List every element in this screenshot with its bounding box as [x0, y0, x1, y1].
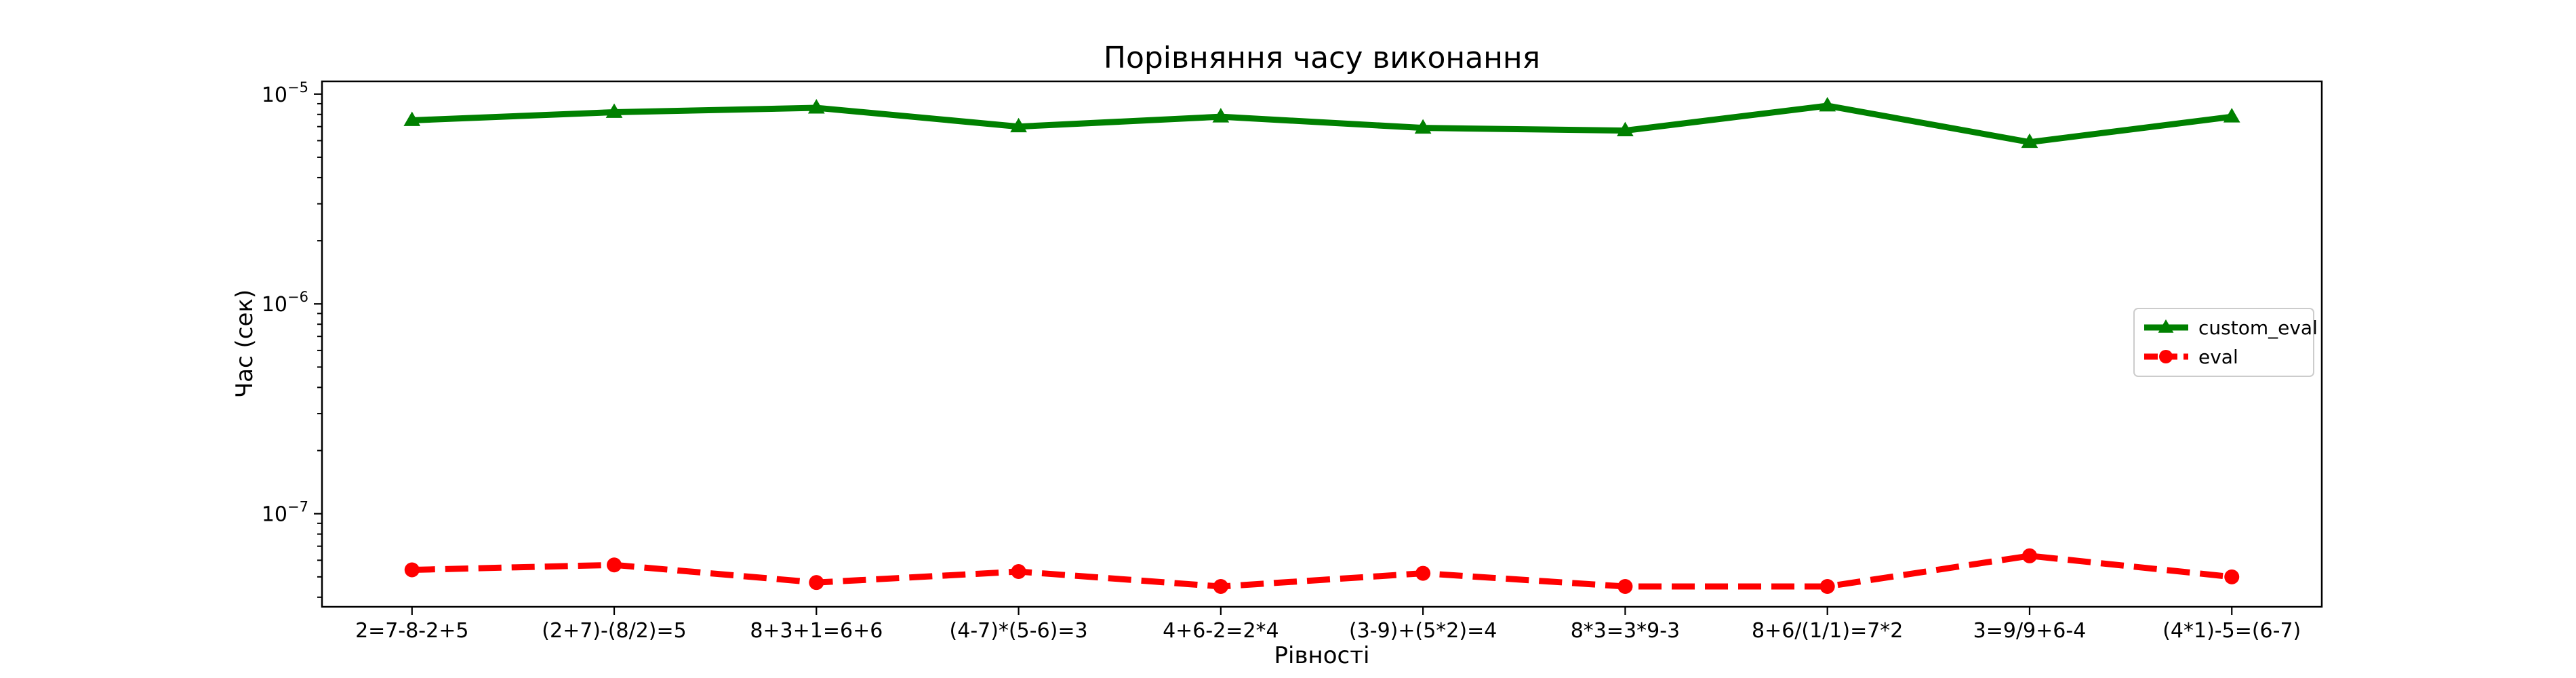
- x-tick-label: (3-9)+(5*2)=4: [1349, 619, 1497, 643]
- data-point-eval: [1415, 565, 1431, 581]
- data-point-eval: [1819, 579, 1835, 595]
- data-point-custom_eval: [2223, 108, 2240, 123]
- x-tick-label: (2+7)-(8/2)=5: [542, 619, 686, 643]
- x-tick-label: 2=7-8-2+5: [355, 619, 468, 643]
- data-point-eval: [2021, 548, 2037, 563]
- x-tick-label: (4*1)-5=(6-7): [2162, 619, 2301, 643]
- y-tick-label: 10−5: [262, 79, 308, 107]
- legend-marker-custom_eval: [2158, 319, 2174, 333]
- chart-title: Порівняння часу виконання: [1104, 41, 1540, 75]
- y-tick-label: 10−7: [262, 499, 308, 527]
- series-line-eval: [411, 553, 2232, 590]
- legend-marker-eval: [2159, 350, 2173, 363]
- data-point-eval: [404, 562, 420, 578]
- y-axis-label: Час (сек): [231, 290, 258, 398]
- data-point-eval: [1213, 579, 1228, 595]
- data-point-custom_eval: [605, 103, 623, 118]
- data-point-custom_eval: [403, 111, 421, 126]
- data-point-custom_eval: [1617, 121, 1634, 137]
- data-point-eval: [1617, 579, 1633, 595]
- x-tick-label: 3=9/9+6-4: [1973, 619, 2087, 643]
- data-point-custom_eval: [1010, 117, 1027, 133]
- series-line-custom_eval: [411, 102, 2232, 146]
- data-point-custom_eval: [1414, 119, 1432, 134]
- data-point-eval: [809, 575, 824, 591]
- x-axis-label: Рівності: [1274, 642, 1370, 669]
- x-tick-label: 4+6-2=2*4: [1163, 619, 1279, 643]
- x-tick-label: 8*3=3*9-3: [1571, 619, 1680, 643]
- data-point-custom_eval: [807, 99, 825, 114]
- data-point-custom_eval: [1819, 96, 1836, 112]
- data-point-eval: [1011, 564, 1026, 580]
- data-point-custom_eval: [1212, 108, 1230, 123]
- y-tick-label: 10−6: [262, 289, 308, 317]
- plot-area: [403, 96, 2240, 595]
- x-tick-label: (4-7)*(5-6)=3: [950, 619, 1088, 643]
- data-point-eval: [2224, 569, 2240, 584]
- x-tick-label: 8+6/(1/1)=7*2: [1752, 619, 1903, 643]
- plot-frame: [321, 80, 2323, 608]
- data-point-eval: [607, 557, 622, 573]
- data-point-custom_eval: [2021, 133, 2038, 148]
- x-tick-label: 8+3+1=6+6: [750, 619, 883, 643]
- legend-label-eval: eval: [2198, 346, 2238, 368]
- legend-label-custom_eval: custom_eval: [2198, 317, 2318, 339]
